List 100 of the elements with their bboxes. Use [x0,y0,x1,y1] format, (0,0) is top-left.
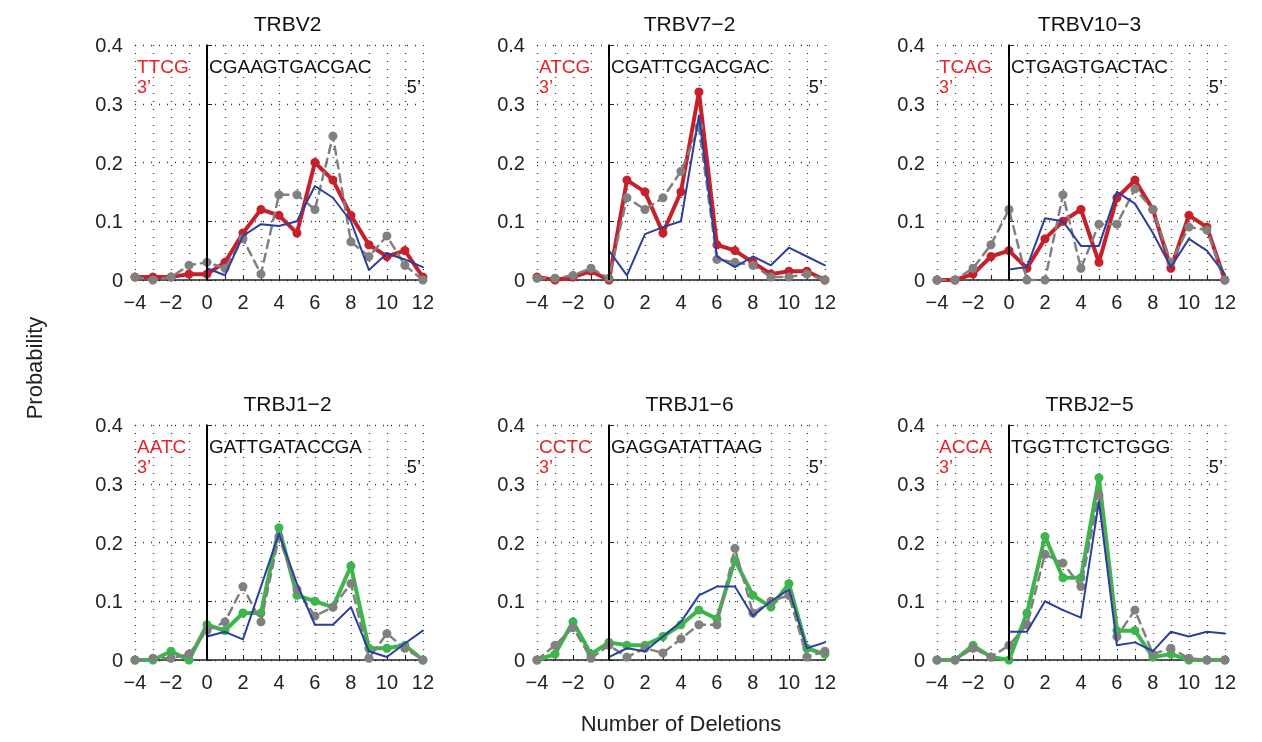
x-tick-label: 10 [1177,671,1201,693]
point [622,175,632,185]
point [328,131,338,141]
point [1040,275,1050,285]
annotation: CTGAGTGACTAC [1010,56,1168,77]
y-tick-label: 0.2 [497,151,525,174]
x-tick-label: 6 [1111,671,1123,693]
x-tick-label: 2 [639,671,651,693]
point [364,252,374,261]
point [1130,175,1140,185]
point [802,652,812,662]
point [1130,184,1140,194]
point [1166,643,1176,653]
line-series [607,585,826,659]
annotation: CGAAGTGACGAC [208,56,372,77]
point [346,579,356,589]
x-tick-label: −4 [525,291,549,313]
annotation: 5’ [808,457,823,477]
x-tick-label: 10 [1177,291,1201,313]
x-tick-label: 10 [777,671,801,693]
annotation: CCTC [539,436,592,457]
y-tick-label: 0.3 [897,92,925,115]
point [400,246,410,256]
point [622,652,632,662]
point [310,205,320,214]
point [730,246,740,256]
annotation: 5’ [808,77,823,97]
chart-title: TRBV2 [253,12,322,35]
point [986,252,996,261]
point [1076,582,1086,592]
annotation: TTCG [137,56,189,77]
point [1094,473,1104,483]
x-tick-label: −4 [925,671,949,693]
point [256,617,266,627]
chart-title: TRBV10−3 [1037,12,1142,35]
point [310,158,320,167]
point [382,629,392,639]
x-tick-label: 4 [675,291,687,313]
x-tick-label: 4 [273,291,285,313]
point [184,649,194,659]
point [292,228,302,238]
x-tick-label: 12 [411,671,434,693]
point [1184,222,1194,232]
x-tick-label: −2 [561,291,585,313]
x-tick-label: 4 [675,671,687,693]
y-tick-label: 0.1 [497,590,525,613]
y-tick-label: 0.4 [497,414,525,436]
y-tick-label: 0.4 [95,414,123,436]
point [1076,263,1086,273]
y-tick-label: 0.1 [897,210,925,233]
point [256,269,266,279]
point [676,634,686,644]
x-tick-label: 8 [1147,671,1159,693]
x-tick-label: 6 [1111,291,1123,313]
y-tick-label: 0.2 [897,531,925,554]
x-tick-label: 8 [747,671,759,693]
x-tick-label: −4 [123,291,147,313]
point [676,166,686,176]
point [730,543,740,553]
y-tick-label: 0 [513,269,525,291]
point [1184,210,1194,220]
point [1130,626,1140,636]
x-tick-label: 2 [237,671,249,693]
x-tick-label: 0 [1003,671,1015,693]
x-tick-label: 4 [273,671,285,693]
x-tick-label: −2 [961,291,985,313]
annotation: 3’ [539,457,554,477]
x-tick-label: 10 [777,291,801,313]
annotation: CGATTCGACGAC [610,56,771,77]
x-tick-label: 12 [1213,291,1236,313]
point [748,590,758,600]
point [712,620,722,630]
point [1112,219,1122,229]
point [694,87,704,97]
point [166,653,176,663]
point [550,640,560,650]
y-tick-label: 0.2 [897,151,925,174]
y-tick-label: 0.4 [897,414,925,436]
y-tick-label: 0.1 [95,210,123,233]
annotation: 5’ [1208,457,1223,477]
annotation: GATTGATACCGA [208,436,363,457]
x-tick-label: 6 [711,291,723,313]
y-tick-label: 0.3 [897,472,925,495]
point [382,643,392,653]
x-axis-title: Number of Deletions [580,710,782,736]
point [640,187,650,197]
y-tick-label: 0 [513,649,525,671]
x-tick-label: 2 [237,291,249,313]
point [586,653,596,663]
x-tick-label: 8 [345,671,357,693]
y-tick-label: 0.2 [95,151,123,174]
annotation: 5’ [406,77,421,97]
point [676,187,686,197]
x-tick-label: 2 [1039,291,1051,313]
x-tick-label: 0 [603,671,615,693]
point [274,523,284,533]
x-tick-label: 10 [375,291,399,313]
x-tick-label: −4 [525,671,549,693]
point [256,205,266,214]
point [640,205,650,214]
